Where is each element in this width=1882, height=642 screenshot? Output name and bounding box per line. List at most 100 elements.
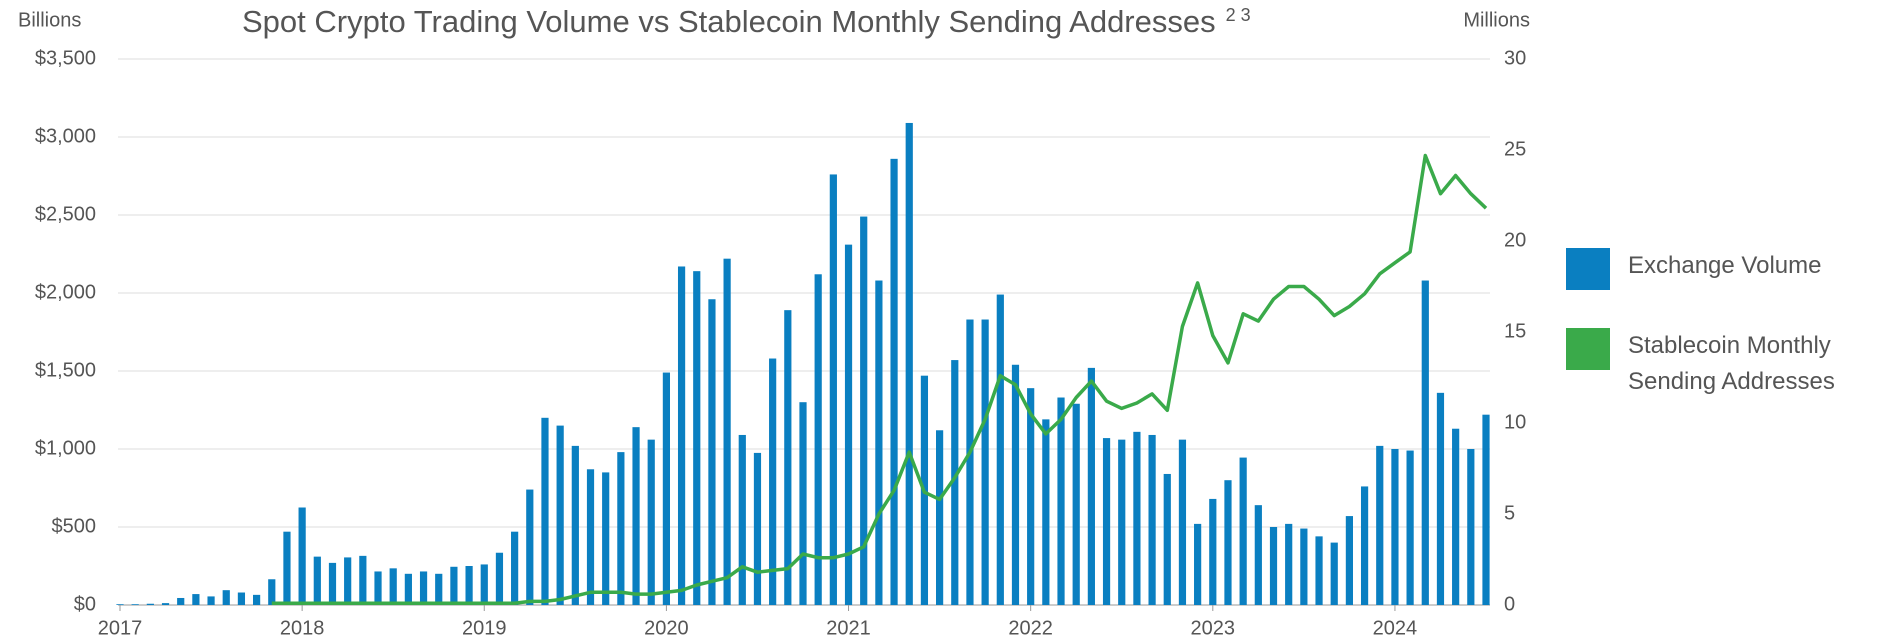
x-tick-label: 2023 — [1191, 617, 1236, 639]
bar — [1452, 428, 1460, 605]
legend-label: Stablecoin Monthly Sending Addresses — [1628, 332, 1835, 395]
bar — [890, 158, 898, 605]
bar — [1467, 449, 1475, 605]
y2-tick-label: 25 — [1504, 138, 1526, 160]
bar — [1315, 536, 1323, 605]
y-tick-label: $2,000 — [35, 281, 96, 303]
x-tick-label: 2019 — [462, 617, 507, 639]
bar — [1360, 486, 1369, 605]
line — [271, 153, 1488, 605]
x-tick-label: 2022 — [1008, 617, 1053, 639]
bar — [207, 596, 215, 605]
bar — [450, 566, 458, 605]
bar — [192, 594, 200, 605]
y-tick-label: $3,000 — [35, 125, 96, 147]
bar — [662, 372, 670, 605]
chart-title: Spot Crypto Trading Volume vs Stablecoin… — [242, 4, 1251, 39]
bar — [996, 294, 1004, 605]
bar — [1011, 364, 1020, 605]
bar — [1027, 388, 1035, 605]
y-tick-label: $3,500 — [35, 47, 96, 69]
y-tick-label: $1,000 — [35, 437, 96, 459]
bar — [571, 445, 579, 605]
bar — [1209, 498, 1217, 605]
y-tick-label: $0 — [74, 593, 96, 615]
bar — [1406, 450, 1414, 605]
bar — [511, 531, 519, 605]
bar — [283, 531, 291, 605]
y2-tick-label: 10 — [1504, 411, 1526, 433]
bar — [936, 430, 944, 605]
bar — [344, 557, 352, 605]
bar — [1254, 505, 1262, 605]
x-tick-label: 2020 — [644, 617, 689, 639]
bar — [1345, 516, 1353, 605]
title-note: 2 3 — [1226, 5, 1251, 25]
bar — [784, 310, 792, 605]
bar — [799, 402, 807, 605]
bar — [1285, 523, 1293, 605]
bar — [844, 244, 853, 605]
bar — [1482, 414, 1490, 605]
bar — [905, 122, 913, 606]
bar — [753, 452, 762, 605]
bar — [951, 360, 959, 605]
bar — [237, 592, 246, 605]
bar — [738, 434, 746, 605]
bar — [602, 472, 610, 605]
x-tick-label: 2024 — [1373, 617, 1418, 639]
legend-label: Exchange Volume — [1628, 252, 1822, 279]
bar — [693, 271, 701, 605]
bar — [875, 280, 883, 605]
legend-swatch — [1566, 328, 1610, 370]
bar — [328, 562, 337, 605]
bar — [981, 319, 989, 605]
bar — [268, 579, 276, 605]
y2-tick-label: 15 — [1504, 320, 1526, 342]
bar — [495, 552, 504, 605]
bar — [1148, 434, 1156, 605]
bar — [814, 274, 822, 605]
bar — [298, 507, 306, 605]
bar — [222, 590, 230, 605]
bar — [1330, 542, 1338, 605]
y-tick-label: $1,500 — [35, 359, 96, 381]
bar — [1224, 480, 1232, 605]
bar — [769, 358, 777, 605]
bar — [860, 216, 868, 605]
y2-tick-label: 0 — [1504, 593, 1515, 615]
bar — [146, 603, 154, 605]
bar — [480, 564, 488, 605]
bar — [647, 439, 655, 605]
y2-tick-label: 20 — [1504, 229, 1526, 251]
bar — [435, 573, 443, 605]
bar — [1087, 367, 1095, 605]
bar — [161, 603, 170, 605]
bar — [1300, 528, 1308, 605]
bar — [1194, 523, 1202, 605]
bar — [253, 594, 261, 605]
bar — [1376, 445, 1384, 605]
bar — [1057, 397, 1065, 605]
bar — [131, 604, 139, 605]
y-tick-label: $2,500 — [35, 203, 96, 225]
bar — [1102, 438, 1111, 605]
legend-swatch — [1566, 248, 1610, 290]
bar — [1178, 439, 1187, 605]
y2-tick-label: 30 — [1504, 47, 1526, 69]
bar — [1133, 431, 1141, 605]
legend: Exchange Volume Stablecoin Monthly Sendin… — [1566, 248, 1866, 438]
bar — [617, 452, 625, 605]
bar — [708, 299, 716, 605]
y2-unit: Millions — [1463, 9, 1530, 31]
bar — [177, 597, 185, 605]
bar — [829, 174, 837, 605]
bar — [586, 469, 595, 605]
bar — [723, 258, 731, 605]
bar — [1239, 457, 1247, 605]
bar — [359, 555, 367, 605]
bar — [677, 266, 686, 605]
legend-item: Exchange Volume — [1566, 248, 1866, 290]
